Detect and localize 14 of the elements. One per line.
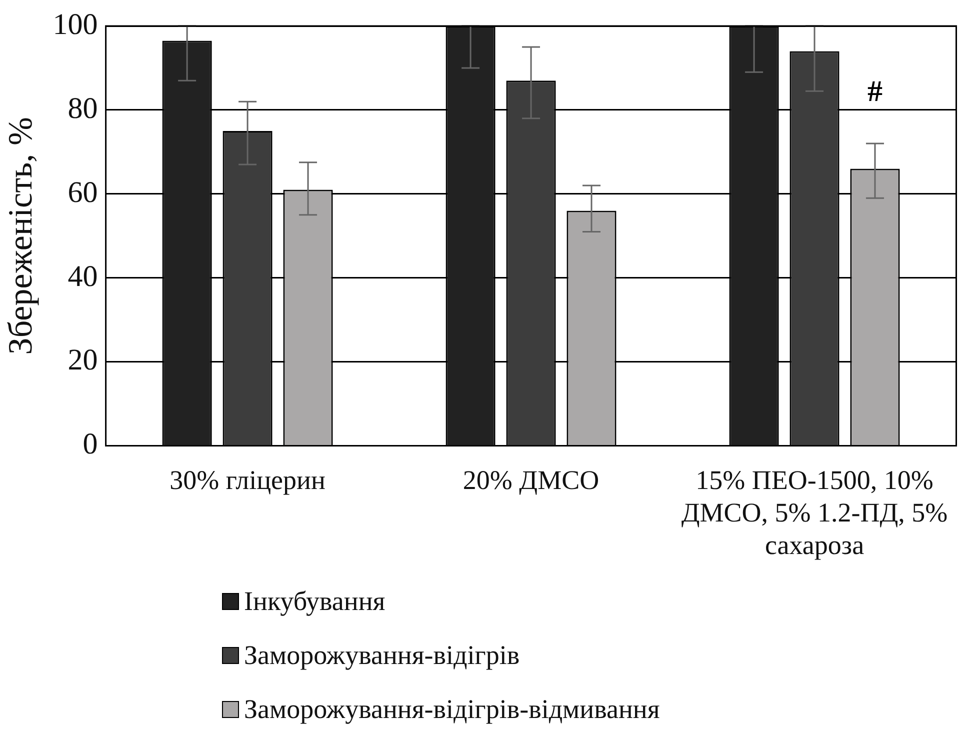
annotation: # (867, 74, 882, 108)
x-tick-label: 15% ПЕО-1500, 10% ДМСО, 5% 1.2-ПД, 5% сахароза (681, 465, 948, 560)
legend-label: Заморожування-відігрів (244, 640, 520, 670)
y-tick-label: 60 (68, 176, 98, 209)
y-tick-label: 40 (68, 260, 98, 293)
y-tick-label: 20 (68, 344, 98, 377)
y-tick-label: 100 (52, 8, 98, 41)
y-tick-label: 0 (82, 428, 98, 461)
legend-label: Заморожування-відігрів-відмивання (244, 694, 660, 724)
x-tick-label: 20% ДМСО (462, 465, 600, 496)
y-tick-label: 80 (68, 92, 98, 125)
legend-label: Інкубування (244, 586, 386, 616)
x-tick-label: 30% гліцерин (170, 465, 326, 496)
y-axis-title: Збереженість, % (2, 117, 40, 355)
